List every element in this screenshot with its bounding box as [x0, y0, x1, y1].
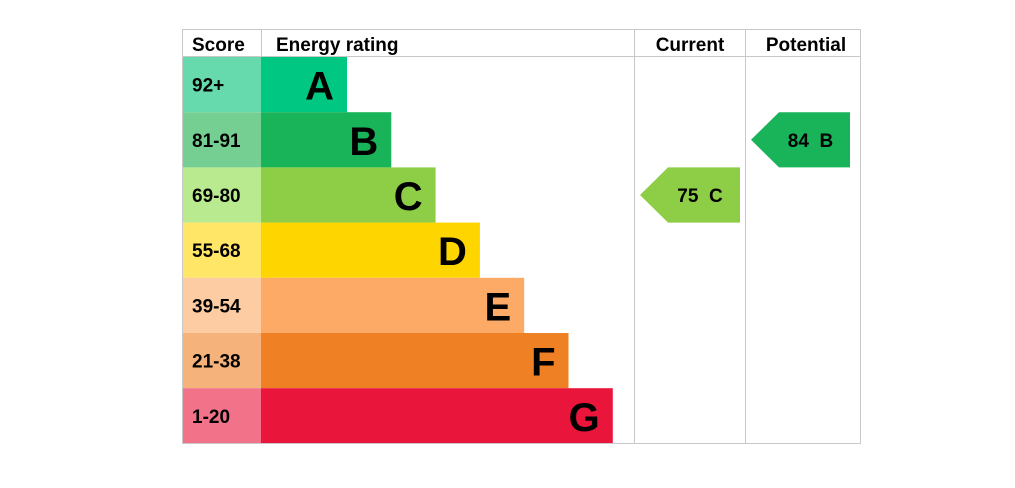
score-cell-a	[182, 57, 261, 113]
score-range-a: 92+	[192, 76, 224, 97]
score-range-d: 55-68	[192, 241, 241, 262]
score-cell-e	[182, 277, 261, 333]
score-header: Score	[192, 35, 245, 56]
band-letter-g: G	[569, 396, 600, 440]
current-header: Current	[656, 35, 725, 56]
current-rating-label: 75 C	[677, 186, 723, 207]
potential-rating-arrow	[751, 112, 850, 168]
score-cell-b	[182, 112, 261, 168]
band-bar-d	[261, 222, 480, 278]
potential-rating-label: 84 B	[788, 131, 833, 152]
band-bar-a	[261, 57, 347, 113]
band-bar-c	[261, 167, 436, 223]
score-range-c: 69-80	[192, 186, 241, 207]
band-bar-b	[261, 112, 392, 168]
table-grid	[182, 29, 861, 444]
score-range-e: 39-54	[192, 296, 241, 317]
band-letter-b: B	[349, 120, 378, 164]
score-cell-c	[182, 167, 261, 223]
potential-header: Potential	[766, 35, 846, 56]
energy-rating-header: Energy rating	[276, 35, 398, 56]
score-range-f: 21-38	[192, 352, 241, 373]
score-range-g: 1-20	[192, 407, 230, 428]
band-letter-a: A	[305, 65, 334, 109]
score-cell-d	[182, 222, 261, 278]
score-range-b: 81-91	[192, 131, 241, 152]
score-cell-g	[182, 388, 261, 444]
band-bar-f	[261, 333, 569, 389]
band-letter-f: F	[531, 341, 555, 385]
band-letter-c: C	[394, 175, 423, 219]
rating-bands: 92+ A 81-91 B 69-80 C 55-68 D 39-54 E 21-38 F 1-20 G	[182, 57, 613, 444]
band-letter-d: D	[438, 230, 467, 274]
current-rating-arrow	[640, 167, 740, 223]
score-cell-f	[182, 333, 261, 389]
band-letter-e: E	[485, 285, 512, 329]
band-bar-g	[261, 388, 613, 444]
rating-indicators: 75 C 84 B	[640, 112, 850, 223]
band-bar-e	[261, 277, 525, 333]
